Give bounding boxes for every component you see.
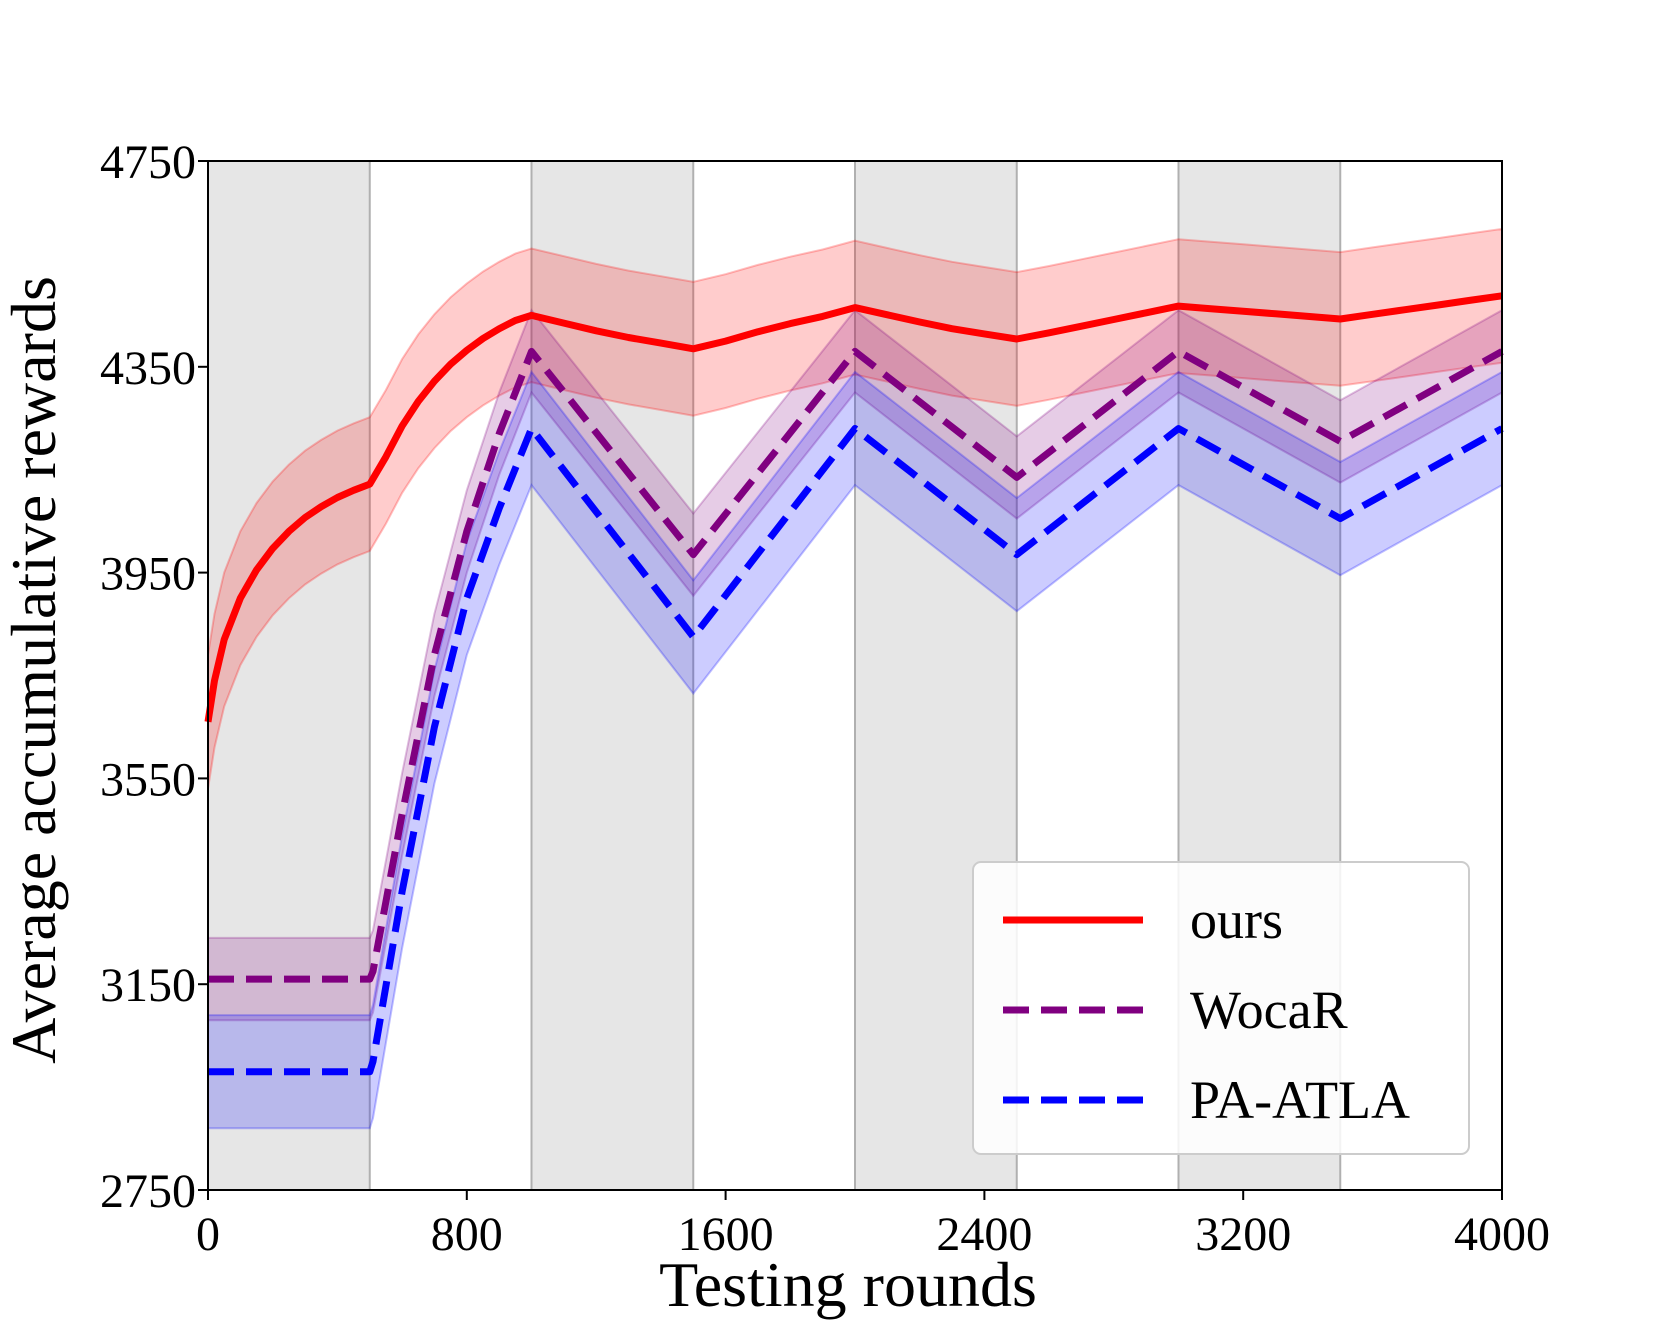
- x-axis-ticks: 0 800 1600 2400 3200 4000: [196, 1190, 1550, 1261]
- y-tick-label: 3550: [100, 753, 196, 806]
- plot-frame: [207, 160, 1503, 1191]
- x-tick-label: 4000: [1454, 1208, 1550, 1261]
- shaded-interval-0: [208, 161, 370, 1190]
- legend-label-pa-atla: PA-ATLA: [1190, 1070, 1410, 1130]
- series-line-pa-atla: [208, 425, 1504, 1076]
- y-tick-label: 4750: [100, 136, 196, 189]
- y-tick-label: 3950: [100, 548, 196, 601]
- y-tick-label: 4350: [100, 342, 196, 395]
- y-axis-label: Average accumulative rewards: [0, 276, 69, 1064]
- x-tick-label: 2400: [936, 1208, 1032, 1261]
- series-lines: [204, 292, 1504, 1076]
- x-tick-label: 0: [196, 1208, 220, 1261]
- legend-label-ours: ours: [1190, 890, 1283, 950]
- x-axis-label: Testing rounds: [659, 1249, 1037, 1320]
- y-tick-label: 2750: [100, 1165, 196, 1218]
- y-tick-label: 3150: [100, 959, 196, 1012]
- series-line-ours: [204, 292, 1503, 723]
- legend: ours WocaR PA-ATLA: [972, 861, 1470, 1155]
- y-axis-ticks: 2750 3150 3550 3950 4350 4750: [100, 136, 208, 1218]
- series-line-wocar: [208, 347, 1504, 983]
- x-tick-label: 1600: [678, 1208, 774, 1261]
- x-tick-label: 3200: [1195, 1208, 1291, 1261]
- legend-box: [972, 861, 1470, 1155]
- x-tick-label: 800: [431, 1208, 503, 1261]
- legend-label-wocar: WocaR: [1190, 980, 1348, 1040]
